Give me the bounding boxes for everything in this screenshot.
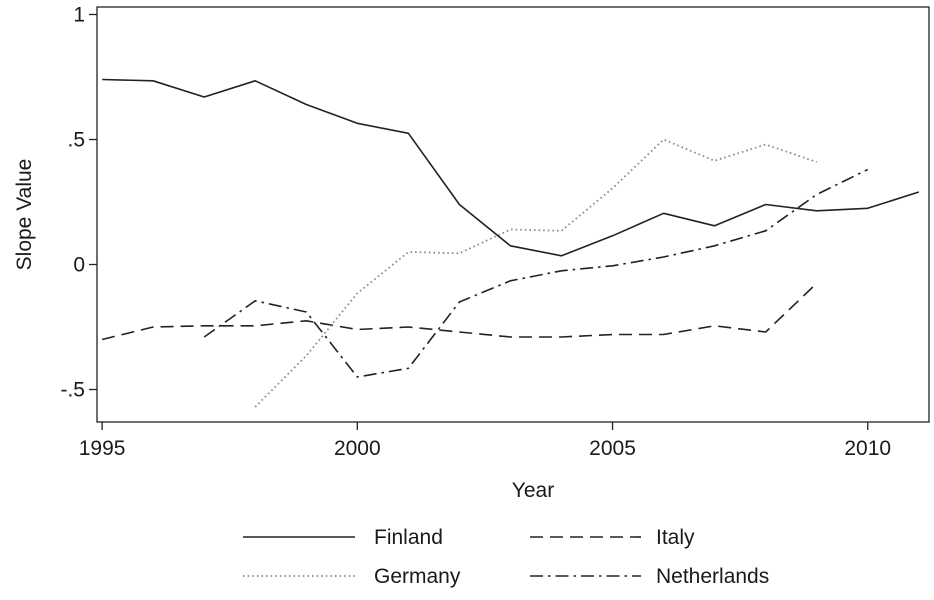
y-axis: -.5 0 .5 1: [60, 4, 97, 402]
series-line-finland: [102, 78, 920, 257]
y-tick-label: 0: [73, 254, 85, 277]
x-tick-label: 1995: [79, 437, 126, 460]
y-tick-label: -.5: [60, 379, 85, 402]
plot-area: [96, 6, 930, 423]
series-line-netherlands: [203, 168, 869, 378]
series-line-italy: [101, 282, 818, 341]
series-line-germany: [254, 138, 817, 408]
x-tick-label: 2000: [334, 437, 381, 460]
legend-label-italy: Italy: [656, 526, 695, 549]
x-axis: 1995 2000 2005 2010: [79, 422, 891, 460]
x-tick-label: 2005: [589, 437, 636, 460]
legend-label-finland: Finland: [374, 526, 443, 549]
plot-border: [96, 6, 930, 423]
x-tick-label: 2010: [844, 437, 891, 460]
y-axis-label: Slope Value: [13, 159, 36, 271]
legend-label-germany: Germany: [374, 565, 461, 588]
y-tick-label: 1: [73, 4, 85, 27]
legend-label-netherlands: Netherlands: [656, 565, 769, 588]
legend: Finland Italy Germany Netherlands: [243, 526, 769, 588]
series-layer: [101, 78, 920, 408]
x-axis-label: Year: [512, 479, 554, 502]
y-tick-label: .5: [67, 129, 85, 152]
